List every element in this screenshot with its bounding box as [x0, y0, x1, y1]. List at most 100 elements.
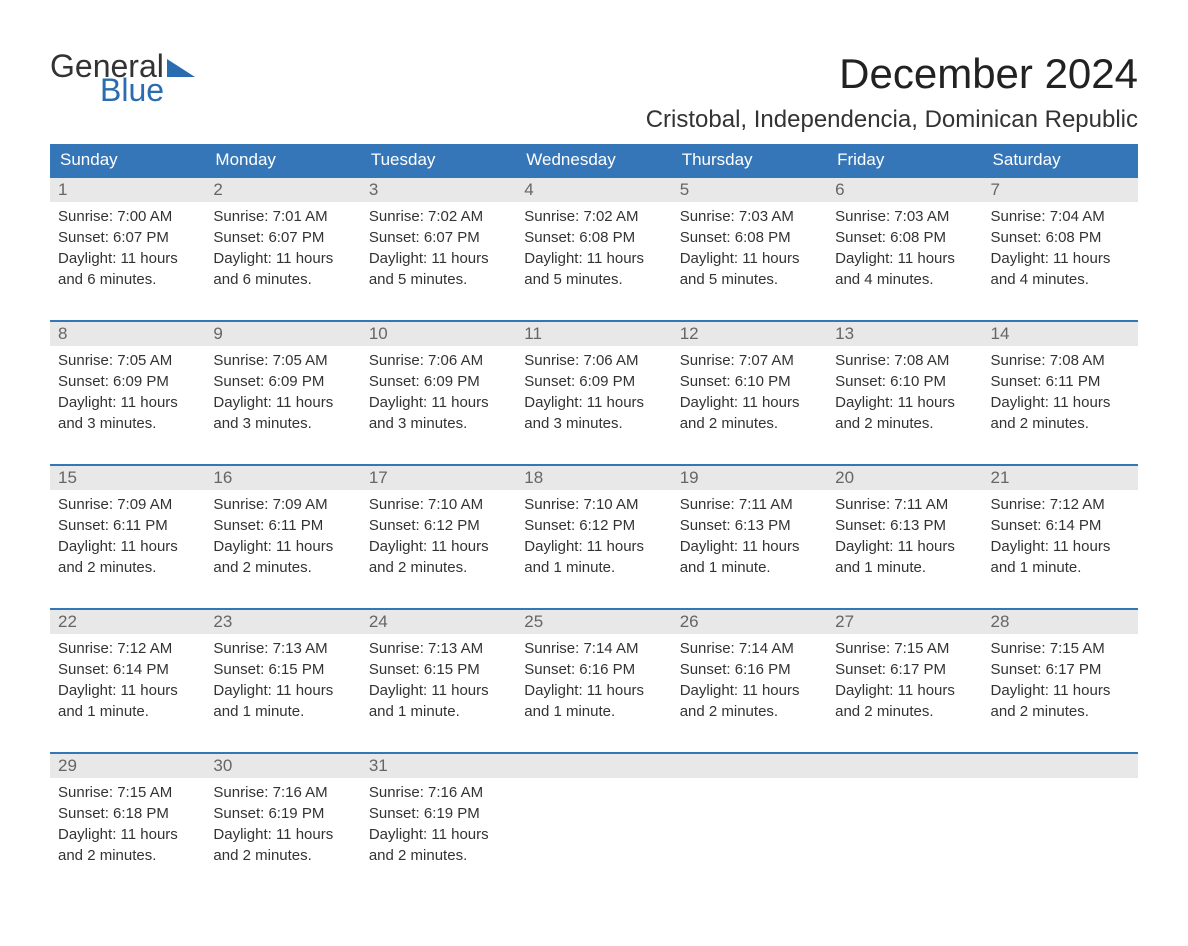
day-number: 21 — [983, 466, 1138, 490]
week-number-row: 22232425262728 — [50, 609, 1138, 634]
week-content-row: Sunrise: 7:05 AMSunset: 6:09 PMDaylight:… — [50, 346, 1138, 465]
sunrise-text: Sunrise: 7:00 AM — [58, 206, 197, 227]
sunrise-text: Sunrise: 7:12 AM — [991, 494, 1130, 515]
daylight-text-2: and 3 minutes. — [524, 413, 663, 434]
day-content-cell: Sunrise: 7:13 AMSunset: 6:15 PMDaylight:… — [361, 634, 516, 753]
day-number-cell: 14 — [983, 321, 1138, 346]
day-content: Sunrise: 7:03 AMSunset: 6:08 PMDaylight:… — [672, 202, 827, 320]
sunset-text: Sunset: 6:14 PM — [58, 659, 197, 680]
calendar-body: 1234567Sunrise: 7:00 AMSunset: 6:07 PMDa… — [50, 177, 1138, 896]
daylight-text-2: and 2 minutes. — [835, 701, 974, 722]
daylight-text-1: Daylight: 11 hours — [680, 392, 819, 413]
week-content-row: Sunrise: 7:15 AMSunset: 6:18 PMDaylight:… — [50, 778, 1138, 896]
day-content-cell: Sunrise: 7:06 AMSunset: 6:09 PMDaylight:… — [516, 346, 671, 465]
daylight-text-2: and 2 minutes. — [680, 413, 819, 434]
daylight-text-1: Daylight: 11 hours — [213, 680, 352, 701]
daylight-text-1: Daylight: 11 hours — [369, 536, 508, 557]
day-content-cell: Sunrise: 7:15 AMSunset: 6:18 PMDaylight:… — [50, 778, 205, 896]
daylight-text-2: and 4 minutes. — [835, 269, 974, 290]
day-number-cell: 25 — [516, 609, 671, 634]
sunset-text: Sunset: 6:19 PM — [213, 803, 352, 824]
calendar-header-row: Sunday Monday Tuesday Wednesday Thursday… — [50, 144, 1138, 177]
week-content-row: Sunrise: 7:00 AMSunset: 6:07 PMDaylight:… — [50, 202, 1138, 321]
daylight-text-1: Daylight: 11 hours — [680, 680, 819, 701]
day-number-cell: 13 — [827, 321, 982, 346]
daylight-text-2: and 1 minute. — [680, 557, 819, 578]
day-content: Sunrise: 7:04 AMSunset: 6:08 PMDaylight:… — [983, 202, 1138, 320]
day-number: 3 — [361, 178, 516, 202]
week-number-row: 1234567 — [50, 177, 1138, 202]
daylight-text-2: and 2 minutes. — [58, 845, 197, 866]
day-number: 1 — [50, 178, 205, 202]
daylight-text-2: and 2 minutes. — [991, 413, 1130, 434]
daylight-text-2: and 3 minutes. — [369, 413, 508, 434]
day-number: 17 — [361, 466, 516, 490]
day-content-cell: Sunrise: 7:06 AMSunset: 6:09 PMDaylight:… — [361, 346, 516, 465]
daylight-text-2: and 2 minutes. — [213, 557, 352, 578]
daylight-text-1: Daylight: 11 hours — [213, 248, 352, 269]
day-content-cell: Sunrise: 7:12 AMSunset: 6:14 PMDaylight:… — [983, 490, 1138, 609]
day-number-cell — [516, 753, 671, 778]
daylight-text-1: Daylight: 11 hours — [213, 824, 352, 845]
sunrise-text: Sunrise: 7:05 AM — [58, 350, 197, 371]
day-content-cell: Sunrise: 7:04 AMSunset: 6:08 PMDaylight:… — [983, 202, 1138, 321]
sunset-text: Sunset: 6:10 PM — [835, 371, 974, 392]
day-number-cell: 17 — [361, 465, 516, 490]
daylight-text-2: and 3 minutes. — [58, 413, 197, 434]
day-content: Sunrise: 7:10 AMSunset: 6:12 PMDaylight:… — [361, 490, 516, 608]
day-number: 30 — [205, 754, 360, 778]
sunrise-text: Sunrise: 7:02 AM — [524, 206, 663, 227]
sunrise-text: Sunrise: 7:14 AM — [524, 638, 663, 659]
day-content-cell: Sunrise: 7:02 AMSunset: 6:07 PMDaylight:… — [361, 202, 516, 321]
day-number-cell: 31 — [361, 753, 516, 778]
day-number-cell: 4 — [516, 177, 671, 202]
sunrise-text: Sunrise: 7:03 AM — [835, 206, 974, 227]
day-content-cell: Sunrise: 7:08 AMSunset: 6:10 PMDaylight:… — [827, 346, 982, 465]
daylight-text-2: and 6 minutes. — [213, 269, 352, 290]
daylight-text-1: Daylight: 11 hours — [58, 392, 197, 413]
sunset-text: Sunset: 6:13 PM — [680, 515, 819, 536]
daylight-text-1: Daylight: 11 hours — [680, 248, 819, 269]
day-content-cell: Sunrise: 7:09 AMSunset: 6:11 PMDaylight:… — [50, 490, 205, 609]
day-number: 28 — [983, 610, 1138, 634]
daylight-text-2: and 3 minutes. — [213, 413, 352, 434]
daylight-text-1: Daylight: 11 hours — [524, 680, 663, 701]
sunrise-text: Sunrise: 7:06 AM — [524, 350, 663, 371]
day-number-cell: 1 — [50, 177, 205, 202]
day-content-cell: Sunrise: 7:08 AMSunset: 6:11 PMDaylight:… — [983, 346, 1138, 465]
daylight-text-2: and 5 minutes. — [524, 269, 663, 290]
day-content-cell: Sunrise: 7:03 AMSunset: 6:08 PMDaylight:… — [827, 202, 982, 321]
day-number-cell: 18 — [516, 465, 671, 490]
daylight-text-2: and 2 minutes. — [58, 557, 197, 578]
sunset-text: Sunset: 6:07 PM — [213, 227, 352, 248]
day-number-cell: 21 — [983, 465, 1138, 490]
logo: General Blue — [50, 50, 195, 106]
day-content-cell: Sunrise: 7:00 AMSunset: 6:07 PMDaylight:… — [50, 202, 205, 321]
daylight-text-2: and 1 minute. — [991, 557, 1130, 578]
day-content: Sunrise: 7:15 AMSunset: 6:18 PMDaylight:… — [50, 778, 205, 896]
day-content: Sunrise: 7:13 AMSunset: 6:15 PMDaylight:… — [361, 634, 516, 752]
day-number: 19 — [672, 466, 827, 490]
header-tuesday: Tuesday — [361, 144, 516, 177]
sunset-text: Sunset: 6:10 PM — [680, 371, 819, 392]
title-section: December 2024 Cristobal, Independencia, … — [646, 50, 1138, 134]
sunset-text: Sunset: 6:11 PM — [58, 515, 197, 536]
daylight-text-2: and 1 minute. — [524, 701, 663, 722]
day-number-cell — [672, 753, 827, 778]
day-number-cell: 11 — [516, 321, 671, 346]
daylight-text-2: and 5 minutes. — [369, 269, 508, 290]
sunrise-text: Sunrise: 7:14 AM — [680, 638, 819, 659]
day-content-cell: Sunrise: 7:05 AMSunset: 6:09 PMDaylight:… — [205, 346, 360, 465]
day-number: 16 — [205, 466, 360, 490]
daylight-text-1: Daylight: 11 hours — [835, 680, 974, 701]
sunset-text: Sunset: 6:12 PM — [524, 515, 663, 536]
daylight-text-1: Daylight: 11 hours — [991, 536, 1130, 557]
day-number-cell: 20 — [827, 465, 982, 490]
sunset-text: Sunset: 6:18 PM — [58, 803, 197, 824]
sunrise-text: Sunrise: 7:12 AM — [58, 638, 197, 659]
day-content-cell — [827, 778, 982, 896]
day-content-cell: Sunrise: 7:10 AMSunset: 6:12 PMDaylight:… — [516, 490, 671, 609]
sunrise-text: Sunrise: 7:13 AM — [369, 638, 508, 659]
day-content-cell: Sunrise: 7:07 AMSunset: 6:10 PMDaylight:… — [672, 346, 827, 465]
daylight-text-1: Daylight: 11 hours — [524, 392, 663, 413]
